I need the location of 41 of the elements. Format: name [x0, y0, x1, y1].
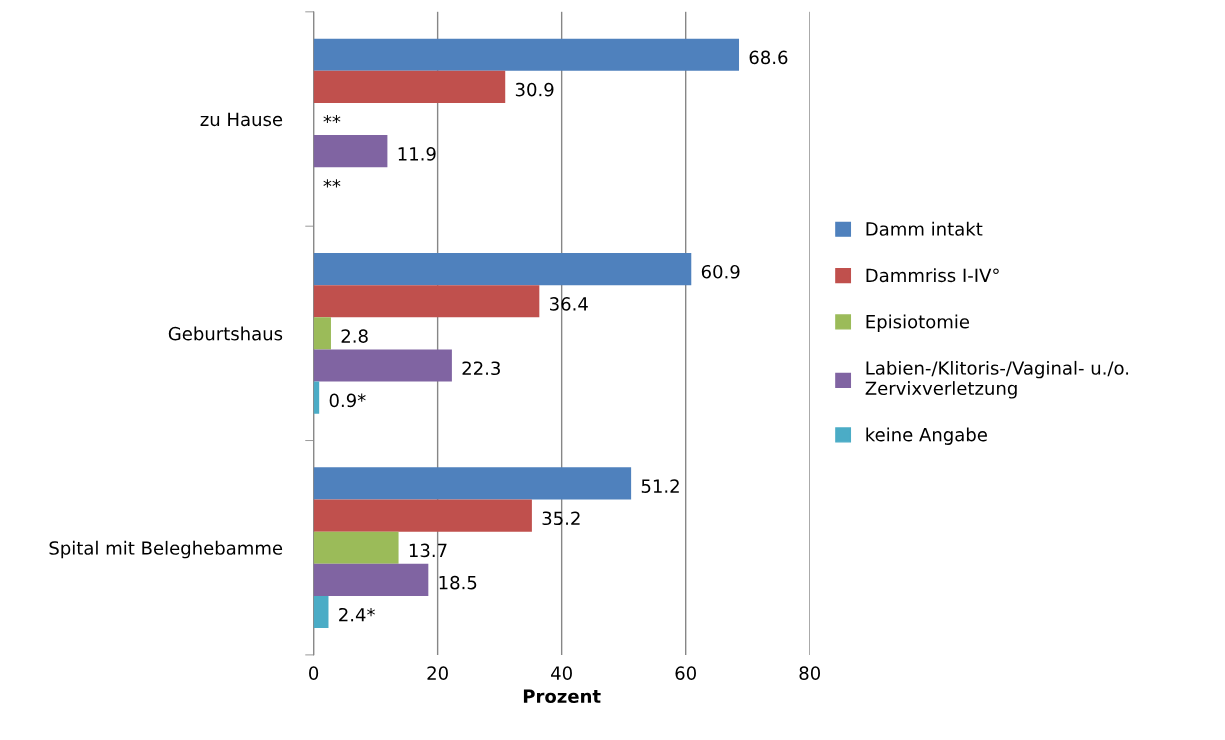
data-label: 0.9* — [329, 393, 366, 408]
bar — [313, 70, 506, 103]
text: ** — [323, 114, 341, 124]
bar — [313, 467, 632, 500]
bar — [313, 349, 452, 382]
data-label: 68.6 — [749, 50, 788, 65]
bar — [313, 38, 740, 71]
legend-label: Damm intakt — [866, 221, 983, 236]
bar — [313, 499, 532, 532]
data-label: 2.4* — [339, 607, 375, 622]
legend-label: Labien-/Klitoris-/Vaginal- u./o. Zervixverletzung — [865, 360, 1129, 399]
data-label: 18.5 — [439, 575, 477, 590]
data-label: 30.9 — [515, 82, 554, 97]
y-tick-label: zu Hause — [200, 112, 283, 127]
bar — [313, 595, 329, 629]
y-tick-label: Geburtshaus — [168, 326, 283, 341]
y-tick-label: Spital mit Beleghebamme — [49, 540, 283, 559]
bar — [313, 531, 399, 564]
x-tick-label: 0 — [309, 666, 319, 680]
x-tick-label: 60 — [675, 666, 696, 680]
data-label: 51.2 — [641, 479, 679, 493]
bar — [313, 285, 540, 318]
data-label: 11.9 — [398, 147, 436, 161]
bar — [313, 252, 692, 286]
text: ** — [323, 179, 341, 188]
legend-label: keine Angabe — [866, 427, 987, 445]
bar — [313, 135, 388, 168]
data-label: 2.8 — [341, 329, 368, 343]
data-label: 60.9 — [701, 264, 740, 279]
bar — [313, 563, 429, 596]
data-label: 13.7 — [409, 543, 447, 558]
legend-label: Dammriss I-IV° — [866, 268, 999, 283]
legend-label: Episiotomie — [866, 314, 970, 332]
data-label: 22.3 — [462, 361, 500, 376]
data-label: 36.4 — [550, 297, 588, 311]
bar — [313, 317, 331, 350]
x-tick-label: 40 — [551, 666, 572, 680]
x-tick-label: 20 — [427, 666, 448, 680]
x-tick-label: 80 — [799, 666, 821, 680]
data-label: 35.2 — [542, 511, 580, 526]
x-axis-title: Prozent — [523, 689, 601, 704]
